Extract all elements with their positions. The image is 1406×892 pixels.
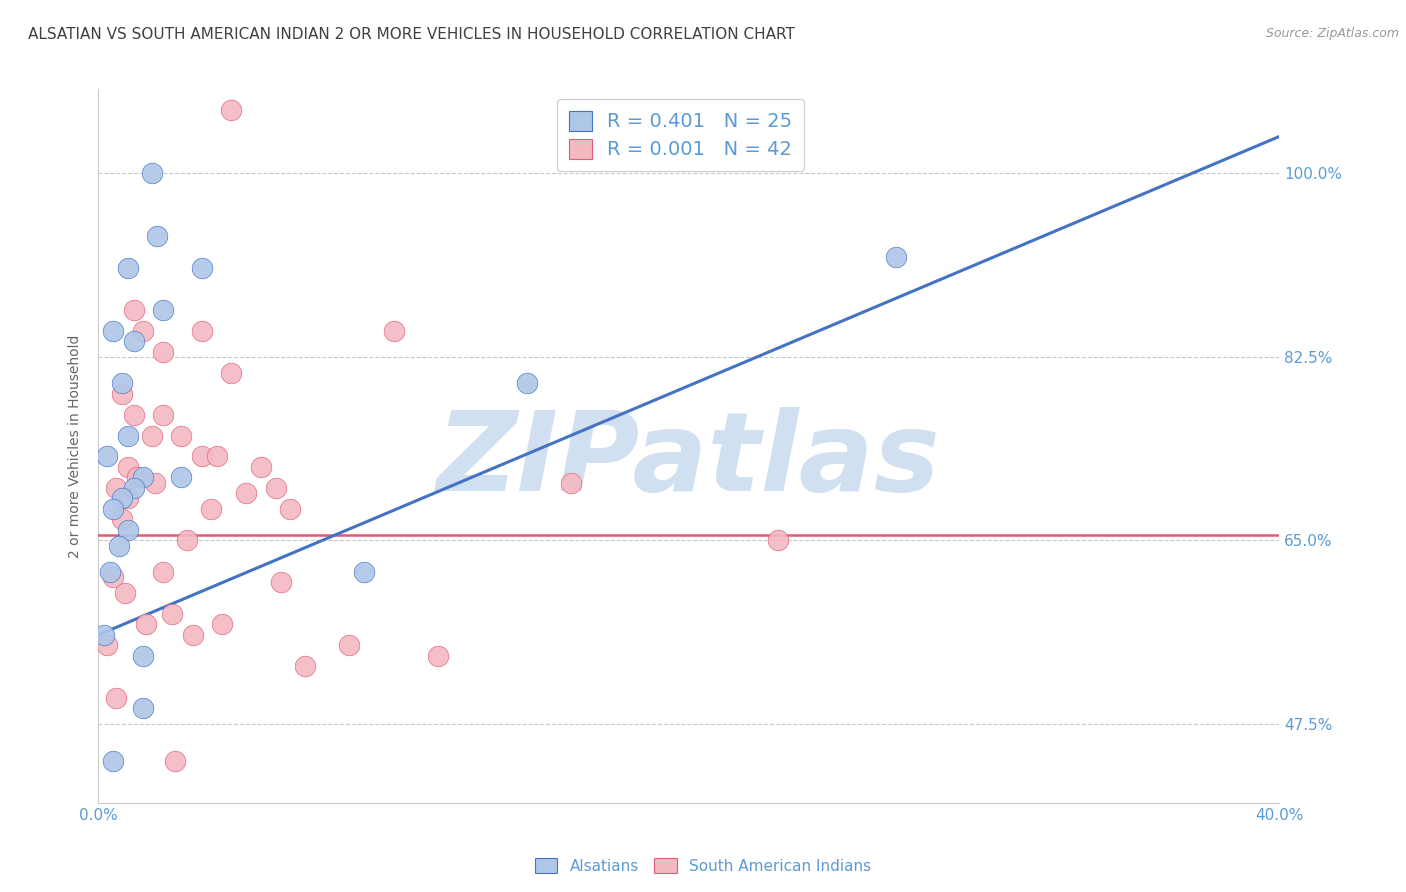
Point: [294, 659, 316, 673]
Point: [264, 481, 287, 495]
Point: [98, 565, 121, 579]
Point: [132, 470, 155, 484]
Point: [516, 376, 538, 390]
Point: [93, 628, 115, 642]
Point: [353, 565, 375, 579]
Point: [278, 502, 302, 516]
Legend: Alsatians, South American Indians: Alsatians, South American Indians: [529, 852, 877, 880]
Point: [96, 639, 118, 653]
Point: [235, 486, 257, 500]
Point: [221, 366, 243, 380]
Point: [191, 260, 214, 275]
Point: [427, 648, 450, 663]
Point: [117, 260, 139, 275]
Point: [105, 481, 128, 495]
Point: [766, 533, 789, 548]
Point: [152, 344, 174, 359]
Point: [125, 470, 148, 484]
Point: [162, 607, 183, 621]
Point: [165, 754, 187, 768]
Point: [135, 617, 157, 632]
Point: [122, 481, 145, 495]
Text: Source: ZipAtlas.com: Source: ZipAtlas.com: [1265, 27, 1399, 40]
Point: [111, 491, 134, 506]
Point: [270, 575, 292, 590]
Point: [191, 450, 214, 464]
Point: [111, 376, 134, 390]
Point: [111, 512, 134, 526]
Y-axis label: 2 or more Vehicles in Household: 2 or more Vehicles in Household: [69, 334, 83, 558]
Point: [122, 408, 145, 422]
Point: [146, 229, 169, 244]
Point: [176, 533, 198, 548]
Point: [191, 324, 214, 338]
Point: [339, 639, 360, 653]
Point: [141, 166, 163, 180]
Point: [170, 470, 193, 484]
Point: [117, 460, 139, 475]
Point: [221, 103, 243, 118]
Point: [117, 523, 139, 537]
Point: [141, 428, 163, 442]
Point: [122, 302, 145, 317]
Point: [108, 539, 131, 553]
Point: [103, 754, 125, 768]
Point: [382, 324, 405, 338]
Point: [211, 617, 233, 632]
Point: [117, 428, 139, 442]
Point: [143, 475, 166, 490]
Point: [132, 701, 155, 715]
Point: [200, 502, 222, 516]
Point: [205, 450, 228, 464]
Point: [105, 690, 128, 705]
Point: [122, 334, 145, 348]
Text: ZIPatlas: ZIPatlas: [437, 407, 941, 514]
Text: ALSATIAN VS SOUTH AMERICAN INDIAN 2 OR MORE VEHICLES IN HOUSEHOLD CORRELATION CH: ALSATIAN VS SOUTH AMERICAN INDIAN 2 OR M…: [28, 27, 794, 42]
Point: [132, 648, 155, 663]
Point: [96, 450, 118, 464]
Point: [152, 302, 174, 317]
Point: [250, 460, 273, 475]
Point: [103, 570, 125, 584]
Point: [103, 502, 125, 516]
Point: [117, 491, 139, 506]
Point: [152, 565, 174, 579]
Point: [111, 386, 134, 401]
Point: [181, 628, 204, 642]
Point: [103, 324, 125, 338]
Point: [560, 475, 582, 490]
Point: [884, 250, 907, 264]
Point: [170, 428, 193, 442]
Point: [132, 324, 155, 338]
Point: [152, 408, 174, 422]
Legend: R = 0.401   N = 25, R = 0.001   N = 42: R = 0.401 N = 25, R = 0.001 N = 42: [557, 99, 804, 171]
Point: [114, 586, 136, 600]
